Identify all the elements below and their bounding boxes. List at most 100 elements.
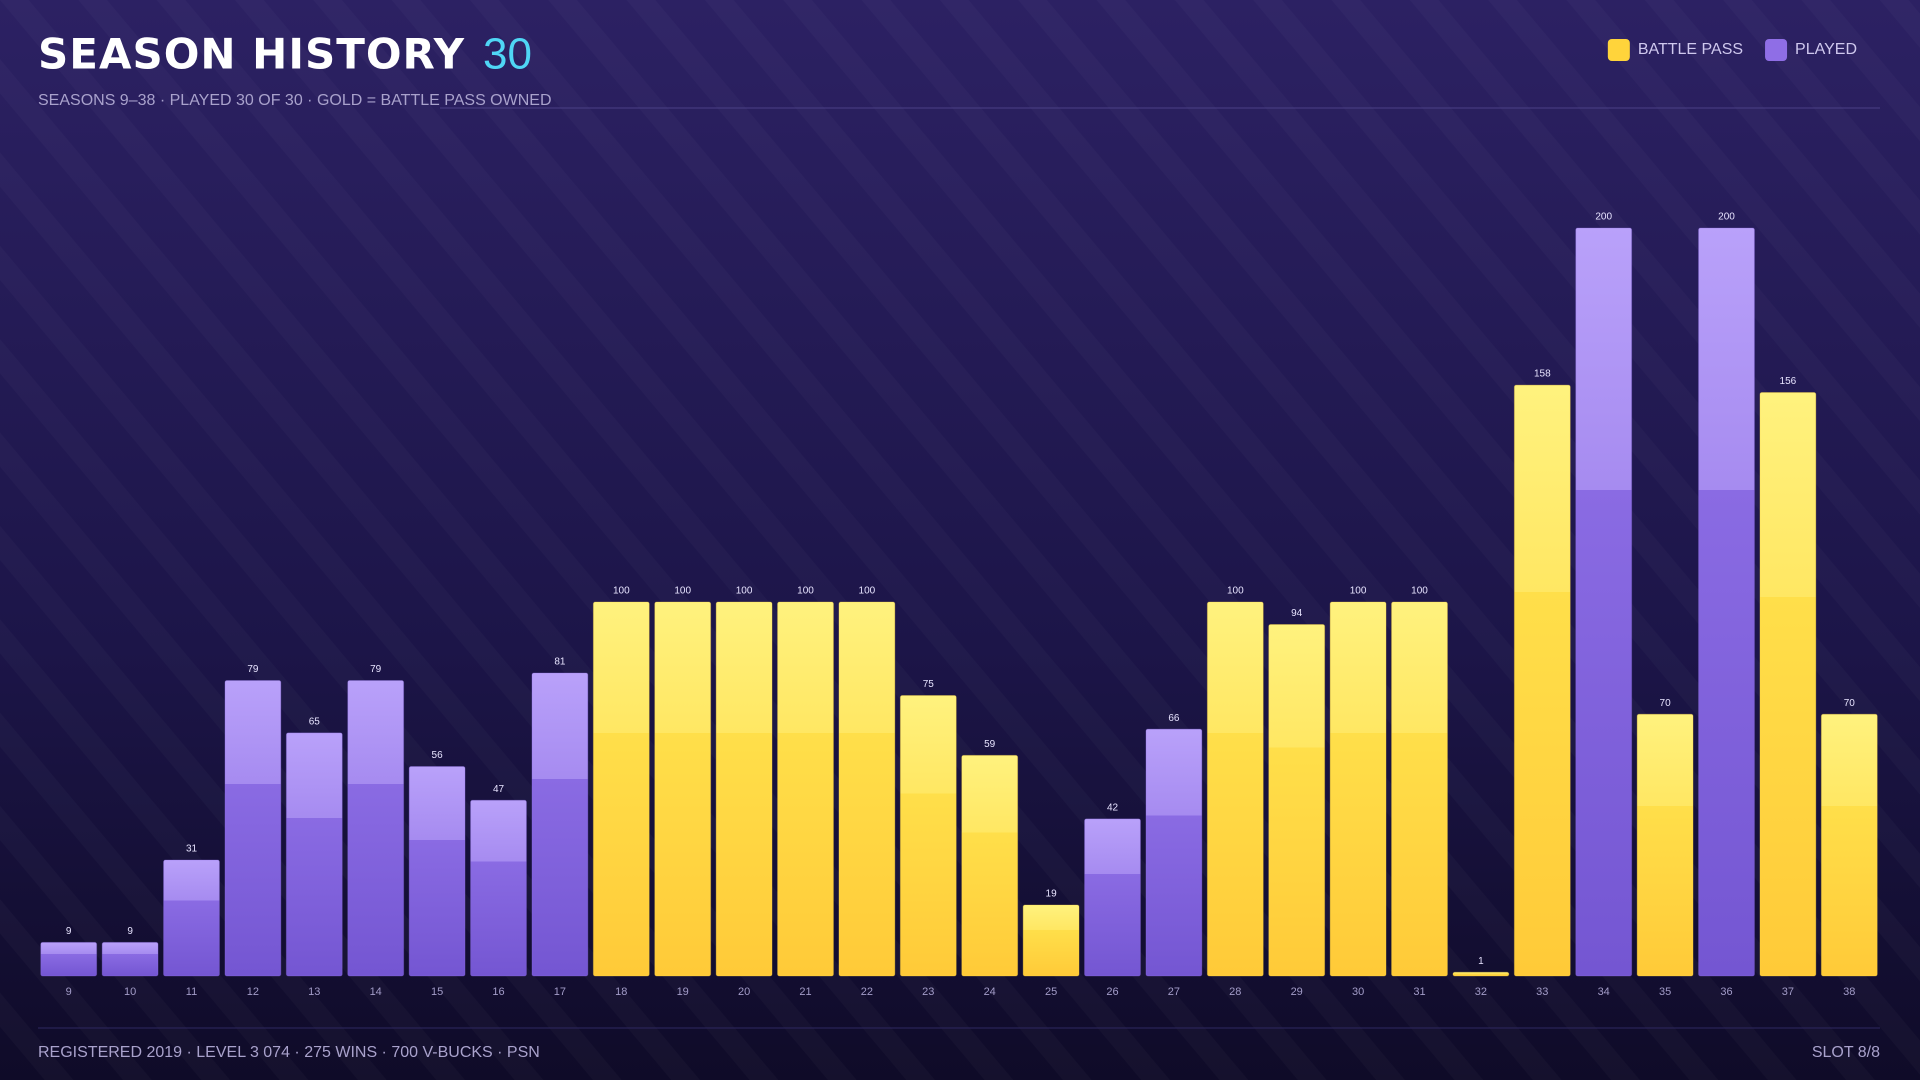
value-label: 9 — [127, 926, 133, 937]
bar — [1206, 601, 1264, 977]
x-tick-label: 20 — [738, 986, 750, 998]
bar — [1575, 227, 1633, 977]
value-label: 79 — [370, 664, 382, 675]
x-tick-label: 15 — [431, 986, 443, 998]
bar — [347, 680, 405, 977]
x-tick-label: 17 — [554, 986, 566, 998]
bar — [899, 695, 957, 977]
x-tick-label: 28 — [1229, 986, 1241, 998]
legend-swatch — [1607, 39, 1630, 61]
bar — [1022, 904, 1080, 977]
footer-stats: REGISTERED 2019 · LEVEL 3 074 · 275 WINS… — [38, 1044, 540, 1061]
value-label: 81 — [554, 657, 566, 668]
bar — [1820, 713, 1878, 977]
bar — [1513, 384, 1571, 977]
x-tick-label: 38 — [1843, 986, 1855, 998]
bar — [1636, 713, 1694, 977]
value-label: 100 — [1350, 586, 1367, 597]
x-tick-label: 29 — [1291, 986, 1303, 998]
x-tick-label: 26 — [1106, 986, 1118, 998]
value-label: 100 — [613, 586, 630, 597]
value-label: 100 — [1227, 586, 1244, 597]
x-tick-label: 10 — [124, 986, 136, 998]
x-tick-label: 32 — [1475, 986, 1487, 998]
value-label: 100 — [674, 586, 691, 597]
value-label: 47 — [493, 784, 505, 795]
x-tick-label: 22 — [861, 986, 873, 998]
bar — [163, 859, 220, 977]
x-tick-label: 19 — [677, 986, 689, 998]
value-label: 66 — [1168, 713, 1180, 724]
value-label: 100 — [797, 586, 814, 597]
value-label: 1 — [1478, 956, 1484, 967]
bar — [1084, 818, 1141, 977]
bar — [1329, 601, 1387, 977]
x-tick-label: 35 — [1659, 986, 1671, 998]
value-label: 70 — [1660, 698, 1672, 709]
value-label: 31 — [186, 844, 198, 855]
title-count: 30 — [483, 30, 532, 79]
x-tick-label: 18 — [615, 986, 627, 998]
bar — [1698, 227, 1755, 977]
x-tick-label: 25 — [1045, 986, 1057, 998]
bar — [838, 601, 896, 977]
x-tick-label: 33 — [1536, 986, 1548, 998]
bar — [531, 672, 589, 977]
bar — [1452, 971, 1510, 977]
bar — [715, 601, 773, 977]
chart-title: SEASON HISTORY — [38, 30, 465, 79]
value-label: 100 — [859, 586, 876, 597]
x-tick-label: 21 — [799, 986, 811, 998]
x-tick-label: 9 — [66, 986, 72, 998]
value-label: 42 — [1107, 803, 1119, 814]
x-tick-label: 36 — [1720, 986, 1732, 998]
bar — [777, 601, 834, 977]
value-label: 70 — [1844, 698, 1856, 709]
bar — [224, 680, 282, 977]
value-label: 79 — [247, 664, 259, 675]
bar — [592, 601, 650, 977]
bar — [470, 799, 527, 977]
legend-swatch — [1765, 39, 1788, 61]
bar — [1268, 623, 1326, 977]
value-label: 56 — [432, 750, 444, 761]
x-tick-label: 12 — [247, 986, 259, 998]
bar — [1391, 601, 1448, 977]
bar — [101, 941, 159, 977]
x-tick-label: 37 — [1782, 986, 1794, 998]
x-tick-label: 23 — [922, 986, 934, 998]
x-tick-label: 31 — [1413, 986, 1425, 998]
x-tick-label: 16 — [492, 986, 504, 998]
value-label: 156 — [1780, 376, 1797, 387]
x-tick-label: 14 — [370, 986, 382, 998]
value-label: 75 — [923, 679, 935, 690]
bar — [654, 601, 712, 977]
value-label: 200 — [1595, 212, 1612, 223]
x-tick-label: 27 — [1168, 986, 1180, 998]
bar — [1145, 728, 1203, 977]
value-label: 100 — [736, 586, 753, 597]
x-tick-label: 34 — [1598, 986, 1610, 998]
value-label: 94 — [1291, 608, 1303, 619]
bar — [961, 754, 1019, 977]
x-tick-label: 11 — [186, 986, 197, 998]
value-label: 19 — [1046, 889, 1058, 900]
x-tick-label: 30 — [1352, 986, 1364, 998]
x-tick-label: 13 — [308, 986, 320, 998]
value-label: 59 — [984, 739, 996, 750]
legend-label: BATTLE PASS — [1638, 41, 1743, 58]
legend: PLAYED BATTLE PASS — [1607, 39, 1857, 61]
bar — [1759, 392, 1817, 977]
value-label: 200 — [1718, 212, 1735, 223]
value-label: 9 — [66, 926, 72, 937]
footer-slot: SLOT 8/8 — [1812, 1044, 1880, 1061]
legend-label: PLAYED — [1795, 41, 1857, 58]
bar — [408, 766, 466, 977]
value-label: 158 — [1534, 369, 1551, 380]
x-tick-label: 24 — [984, 986, 996, 998]
value-label: 65 — [309, 717, 321, 728]
bar — [40, 941, 98, 977]
subtitle: SEASONS 9–38 · PLAYED 30 OF 30 · GOLD = … — [38, 92, 552, 109]
